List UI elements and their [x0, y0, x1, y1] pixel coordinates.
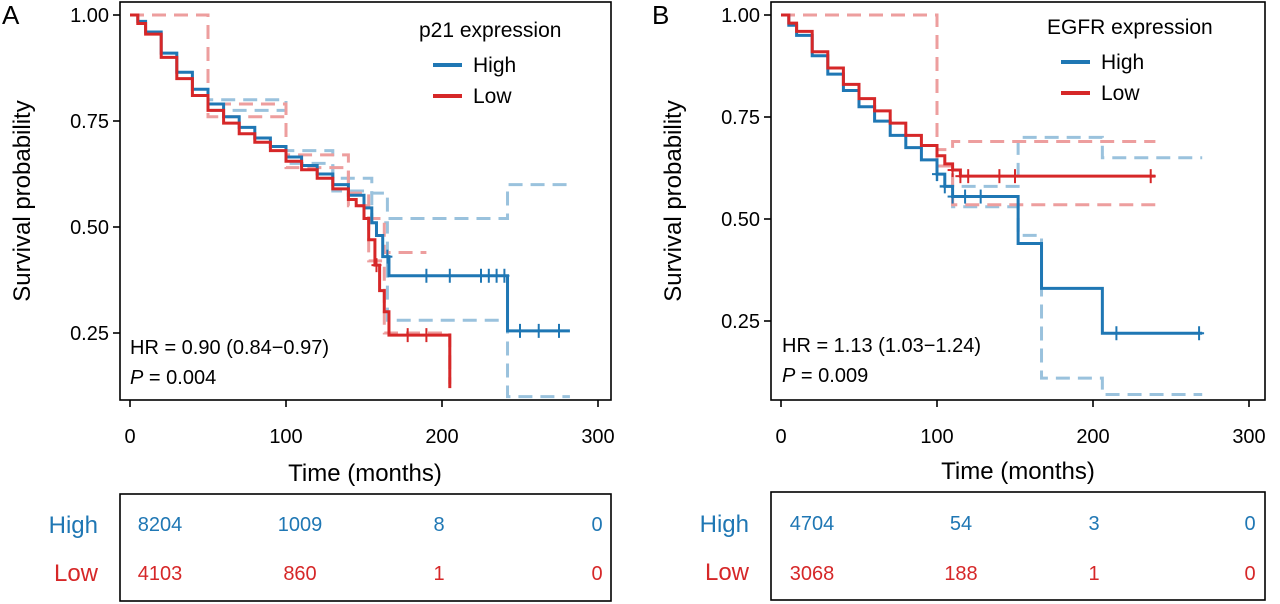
y-tick-label: 0.75: [721, 107, 760, 129]
risk-row-label-high: High: [700, 511, 749, 538]
risk-cell: 0: [1244, 513, 1255, 535]
p-value: P = 0.004: [130, 367, 216, 389]
ci-upper-high: [130, 13, 570, 221]
panel-letter: A: [2, 0, 20, 30]
x-axis: 0 100 200 300: [124, 400, 615, 448]
p-number: = 0.009: [795, 365, 868, 387]
x-tick-label: 0: [124, 426, 135, 448]
plot-area: p21 expression High Low HR = 0.90 (0.84−…: [119, 1, 612, 401]
plot-area: EGFR expression High Low HR = 1.13 (1.03…: [770, 1, 1266, 401]
risk-cell: 3: [1088, 513, 1099, 535]
censor-layer: [932, 163, 1205, 341]
risk-cell: 860: [283, 563, 316, 585]
risk-cell: 54: [950, 513, 972, 535]
ci-lower-low: [130, 13, 452, 384]
risk-cell: 4103: [138, 563, 183, 585]
y-tick-label: 0.25: [721, 311, 760, 333]
legend-label-high: High: [473, 54, 516, 77]
x-axis: 0 100 200 300: [775, 400, 1266, 448]
risk-row-label-low: Low: [54, 560, 99, 587]
ci-lower-low: [781, 13, 1156, 207]
y-axis-title: Survival probability: [9, 100, 36, 301]
y-tick-label: 1.00: [70, 5, 109, 27]
risk-cell: 0: [591, 563, 602, 585]
y-tick-label: 1.00: [721, 5, 760, 27]
plot-frame: [119, 1, 612, 401]
x-tick-label: 100: [269, 426, 302, 448]
legend-label-low: Low: [1101, 82, 1140, 105]
risk-cell: 4704: [790, 513, 835, 535]
risk-table-frame: [770, 491, 1266, 601]
risk-cell: 3068: [790, 563, 835, 585]
y-axis: 0.25 0.50 0.75 1.00: [70, 5, 120, 345]
y-axis: 0.25 0.50 0.75 1.00: [721, 5, 771, 333]
risk-cell: 8: [433, 514, 444, 536]
ci-upper-low: [781, 13, 1156, 152]
p-symbol: P: [782, 365, 796, 387]
y-axis-title: Survival probability: [660, 100, 687, 301]
y-tick-label: 0.50: [70, 217, 109, 239]
x-axis-title: Time (months): [941, 458, 1095, 485]
risk-cell: 1009: [278, 514, 323, 536]
x-tick-label: 200: [1076, 426, 1109, 448]
y-tick-label: 0.75: [70, 111, 109, 133]
risk-row-label-high: High: [49, 512, 98, 539]
risk-cell: 8204: [138, 514, 183, 536]
legend-title: EGFR expression: [1047, 16, 1213, 39]
risk-row-label-low: Low: [705, 559, 750, 586]
risk-cell: 0: [1244, 563, 1255, 585]
p-symbol: P: [130, 367, 144, 389]
y-tick-label: 0.25: [70, 323, 109, 345]
censor-layer: [371, 249, 564, 343]
hazard-ratio: HR = 1.13 (1.03−1.24): [782, 335, 981, 357]
x-tick-label: 300: [1232, 426, 1265, 448]
risk-table: High Low 8204 1009 8 0 4103 860 1 0: [49, 493, 612, 602]
risk-table: High Low 4704 54 3 0 3068 188 1 0: [700, 491, 1266, 601]
risk-cell: 1: [433, 563, 444, 585]
hazard-ratio: HR = 0.90 (0.84−0.97): [130, 337, 329, 359]
panel-a: A p21 expression High Low HR = 0.90 (0.8…: [2, 0, 615, 602]
legend: p21 expression High Low: [419, 19, 561, 108]
x-tick-label: 200: [425, 426, 458, 448]
panel-letter: B: [652, 0, 669, 30]
x-tick-label: 0: [775, 426, 786, 448]
plot-frame: [770, 1, 1266, 401]
panel-b: B EGFR expression High Low HR = 1.13 (1.…: [652, 0, 1266, 601]
legend-label-low: Low: [473, 85, 512, 108]
x-tick-label: 300: [581, 426, 614, 448]
legend-label-high: High: [1101, 51, 1144, 74]
legend: EGFR expression High Low: [1047, 16, 1213, 105]
risk-table-frame: [119, 493, 612, 602]
p-number: = 0.004: [143, 367, 216, 389]
x-tick-label: 100: [920, 426, 953, 448]
risk-cell: 0: [591, 514, 602, 536]
y-tick-label: 0.50: [721, 209, 760, 231]
legend-title: p21 expression: [419, 19, 561, 42]
p-value: P = 0.009: [782, 365, 868, 387]
risk-cell: 188: [944, 563, 977, 585]
survival-curve-low: [781, 13, 1156, 178]
ci-upper-low: [130, 13, 427, 254]
risk-cell: 1: [1088, 563, 1099, 585]
x-axis-title: Time (months): [288, 460, 442, 487]
curve-layer: [781, 13, 1203, 335]
ci-upper-high: [781, 13, 1203, 188]
survival-curve-low: [130, 13, 452, 389]
